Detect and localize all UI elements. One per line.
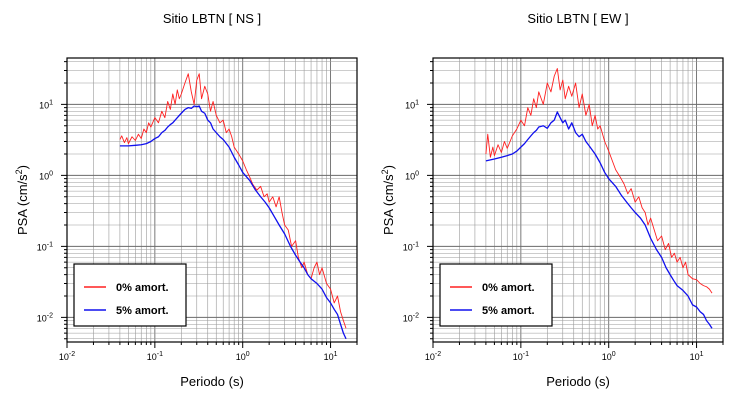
x-tick-label: 101	[324, 351, 338, 362]
y-tick-label: 10-1	[37, 241, 53, 252]
legend-label-0: 0% amort.	[116, 282, 169, 294]
x-tick-label: 10-2	[425, 351, 441, 362]
series-line-1	[119, 105, 347, 340]
series-layer	[485, 68, 713, 329]
legend-box	[439, 263, 553, 327]
series-line-0	[119, 73, 347, 329]
y-tick-label: 10-2	[403, 312, 419, 323]
x-axis-label: Periodo (s)	[546, 374, 610, 389]
tick-layer: 10-2 10-1 100 101 10-2 10-1 100 101	[37, 61, 358, 362]
legend: 0% amort. 5% amort.	[73, 263, 187, 327]
y-axis-label-sup: 2	[380, 169, 390, 174]
y-axis-label-sup: 2	[14, 169, 24, 174]
x-tick-label: 100	[602, 351, 616, 362]
y-tick-label: 101	[39, 99, 53, 110]
y-axis-label-tail: )	[15, 165, 30, 169]
chart-title: Sitio LBTN [ EW ]	[527, 11, 628, 26]
grid	[66, 58, 358, 342]
y-axis-label-main: PSA (cm/s	[15, 174, 30, 235]
legend-box	[73, 263, 187, 327]
y-tick-label: 101	[405, 99, 419, 110]
y-axis-label-tail: )	[381, 165, 396, 169]
x-tick-label: 101	[690, 351, 704, 362]
x-tick-label: 10-2	[59, 351, 75, 362]
y-axis-label-main: PSA (cm/s	[381, 174, 396, 235]
y-tick-label: 100	[405, 170, 419, 181]
y-axis-label: PSA (cm/s2)	[380, 165, 396, 235]
plot-frame	[66, 57, 358, 343]
chart-title: Sitio LBTN [ NS ]	[163, 11, 261, 26]
series-layer	[119, 73, 347, 340]
legend: 0% amort. 5% amort.	[439, 263, 553, 327]
x-tick-label: 10-1	[147, 351, 163, 362]
tick-layer: 10-2 10-1 100 101 10-2 10-1 100 101	[403, 61, 724, 362]
y-tick-label: 10-1	[403, 241, 419, 252]
x-tick-label: 10-1	[513, 351, 529, 362]
legend-label-0: 0% amort.	[482, 282, 535, 294]
series-line-0	[485, 68, 713, 294]
series-line-1	[485, 111, 713, 329]
plot-frame	[432, 57, 724, 343]
y-tick-label: 100	[39, 170, 53, 181]
panel-ew: Sitio LBTN [ EW ] 10-2 10-1 100 101 10-2 10-1…	[380, 11, 724, 389]
panel-ns: Sitio LBTN [ NS ] 10-2 10-1 100 101 10-2 10-1…	[14, 11, 358, 389]
y-axis-label: PSA (cm/s2)	[14, 165, 30, 235]
x-axis-label: Periodo (s)	[180, 374, 244, 389]
y-tick-label: 10-2	[37, 312, 53, 323]
legend-label-1: 5% amort.	[482, 305, 535, 317]
x-tick-label: 100	[236, 351, 250, 362]
legend-label-1: 5% amort.	[116, 305, 169, 317]
